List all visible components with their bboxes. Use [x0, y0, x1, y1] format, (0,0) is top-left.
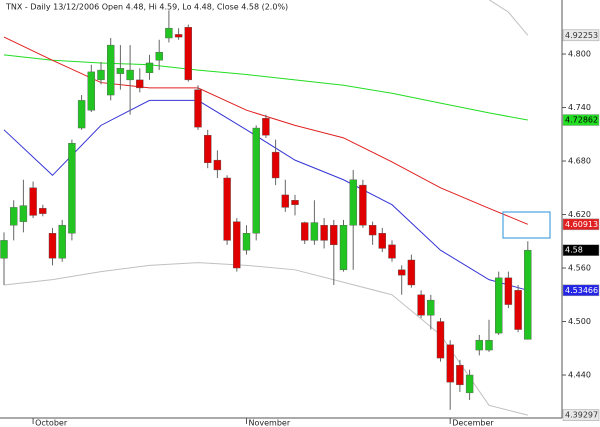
- candle-body: [155, 52, 163, 61]
- candle-body: [504, 277, 513, 305]
- y-tick-label: 4.560: [568, 264, 591, 273]
- indicator-label: 4.53466: [565, 286, 598, 295]
- x-tick-label: December: [452, 419, 494, 427]
- y-tick-label: 4.440: [568, 371, 591, 380]
- plot-area: [0, 0, 532, 416]
- candle-body: [407, 259, 416, 286]
- indicator-label: 4.60913: [565, 220, 598, 229]
- candle-body: [378, 233, 386, 249]
- indicator-label-box: [562, 29, 600, 42]
- candle-body: [68, 142, 76, 234]
- candle-body: [330, 225, 338, 246]
- candle-body: [446, 344, 454, 383]
- candle-body: [106, 44, 115, 96]
- candle-body: [281, 194, 289, 208]
- candle-body: [465, 374, 474, 394]
- indicator-line: [3, 54, 528, 121]
- candle-body: [475, 340, 483, 351]
- indicator-line: [3, 99, 528, 291]
- candle-body: [339, 225, 348, 271]
- candle-body: [213, 159, 222, 171]
- indicator-label: 4.92253: [565, 31, 598, 40]
- candle-body: [436, 321, 445, 359]
- candle-body: [252, 127, 260, 234]
- candle-body: [136, 79, 144, 89]
- candle-body: [368, 225, 377, 236]
- candle-body: [87, 71, 96, 111]
- candle-body: [524, 249, 532, 340]
- highlight-box: [502, 211, 551, 239]
- candle-body: [126, 69, 134, 81]
- candle-body: [145, 62, 154, 73]
- indicator-label-box: [562, 114, 600, 126]
- indicator-label-box: [562, 218, 600, 231]
- indicator-line: [488, 0, 529, 36]
- candle-body: [271, 151, 280, 179]
- indicator-label: 4.39297: [565, 411, 598, 420]
- y-tick-label: 4.680: [568, 157, 591, 166]
- candle-body: [97, 69, 105, 81]
- candle-body: [388, 244, 396, 259]
- candle-body: [233, 221, 241, 269]
- candle-body: [184, 27, 193, 81]
- candle-body: [417, 294, 425, 316]
- candle-body: [262, 118, 270, 136]
- candle-body: [174, 34, 183, 38]
- candle-body: [301, 222, 309, 241]
- y-tick-label: 4.620: [568, 210, 591, 219]
- candle-body: [495, 277, 503, 334]
- close-label: 4.58: [565, 246, 583, 255]
- candle-body: [223, 177, 231, 241]
- candle-body: [203, 134, 212, 164]
- indicator-label-box: [562, 284, 600, 297]
- candle-body: [77, 100, 86, 129]
- candle-body: [398, 269, 406, 276]
- candle-body: [58, 225, 66, 259]
- candle-body: [320, 225, 328, 241]
- y-tick-label: 4.740: [568, 103, 591, 112]
- candle-body: [349, 179, 357, 226]
- candle-body: [116, 68, 125, 74]
- candle-body: [29, 187, 37, 216]
- candle-body: [39, 208, 47, 214]
- candle-body: [291, 200, 299, 205]
- candle-body: [19, 205, 28, 222]
- candle-body: [359, 184, 367, 226]
- y-tick-label: 4.500: [568, 317, 591, 326]
- candle-body: [194, 89, 202, 128]
- chart-title: TNX - Daily 13/12/2006 Open 4.48, Hi 4.5…: [5, 3, 288, 12]
- y-tick-label: 4.800: [568, 50, 591, 59]
- x-tick-label: October: [35, 419, 68, 427]
- candle-body: [242, 233, 251, 251]
- candle-body: [427, 299, 435, 316]
- close-label-box: [562, 244, 600, 256]
- candle-body: [165, 27, 173, 39]
- x-tick-label: November: [249, 419, 291, 427]
- candle-body: [514, 290, 522, 330]
- indicator-label: 4.72862: [565, 116, 598, 125]
- candle-body: [48, 233, 57, 259]
- candle-body: [310, 222, 319, 241]
- candle-body: [485, 340, 493, 351]
- candle-body: [456, 365, 464, 386]
- candle-body: [9, 207, 18, 226]
- indicator-label-box: [562, 409, 600, 421]
- candle-body: [0, 240, 8, 259]
